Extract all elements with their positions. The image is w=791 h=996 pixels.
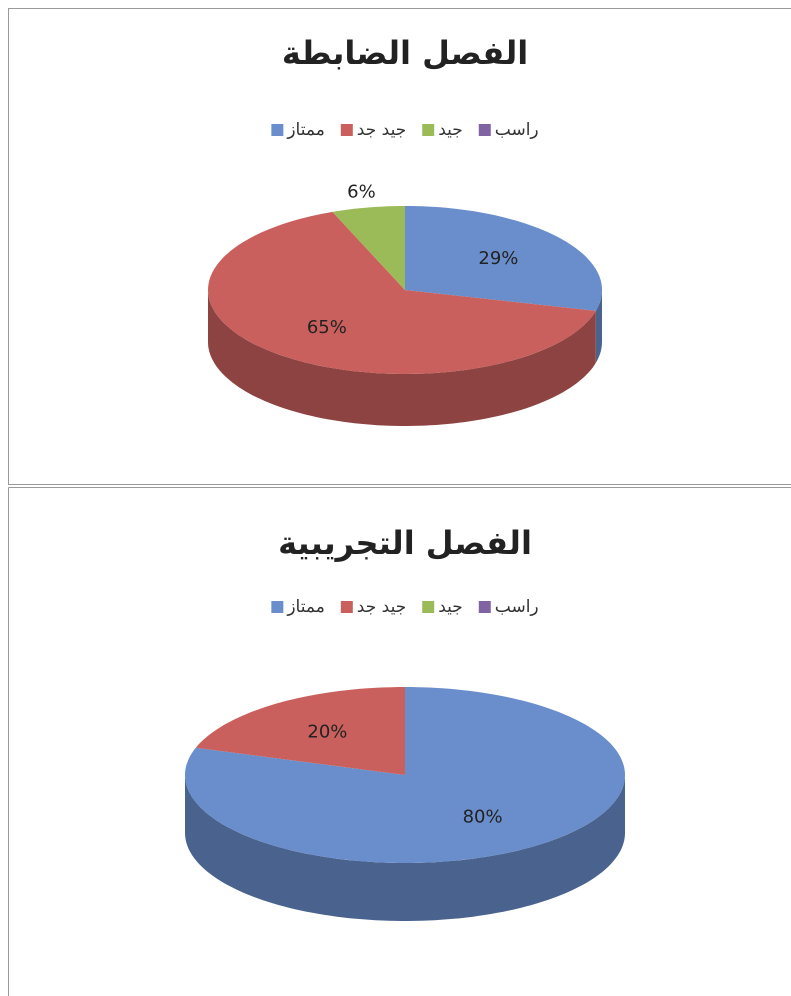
- legend-swatch: [422, 124, 434, 136]
- legend-label: جيد: [438, 120, 463, 140]
- legend: ممتاز جيد جد جيد راسب: [271, 597, 538, 617]
- legend-label: جيد جد: [357, 120, 406, 140]
- data-label: 80%: [463, 807, 503, 828]
- legend-swatch: [422, 601, 434, 613]
- legend-swatch: [479, 124, 491, 136]
- legend-swatch: [271, 124, 283, 136]
- legend-label: راسب: [495, 120, 539, 140]
- chart-title: الفصل التجريبية: [278, 524, 532, 562]
- legend-swatch: [479, 601, 491, 613]
- page: الفصل الضابطة ممتاز جيد جد جيد راسب 29% 65% 6% ا…: [0, 0, 791, 996]
- legend-label: ممتاز: [286, 597, 324, 617]
- legend-label: ممتاز: [286, 120, 324, 140]
- charts: الفصل الضابطة ممتاز جيد جد جيد راسب 29% 65% 6% ا…: [0, 0, 791, 996]
- data-label: 65%: [307, 317, 347, 338]
- data-label: 6%: [347, 182, 376, 203]
- legend-swatch: [271, 601, 283, 613]
- chart-title: الفصل الضابطة: [282, 34, 528, 72]
- legend-label: جيد: [438, 597, 463, 617]
- legend-swatch: [341, 124, 353, 136]
- data-label: 29%: [478, 248, 518, 269]
- legend: ممتاز جيد جد جيد راسب: [271, 120, 538, 140]
- data-label: 20%: [307, 721, 347, 742]
- legend-label: جيد جد: [357, 597, 406, 617]
- legend-swatch: [341, 601, 353, 613]
- legend-label: راسب: [495, 597, 539, 617]
